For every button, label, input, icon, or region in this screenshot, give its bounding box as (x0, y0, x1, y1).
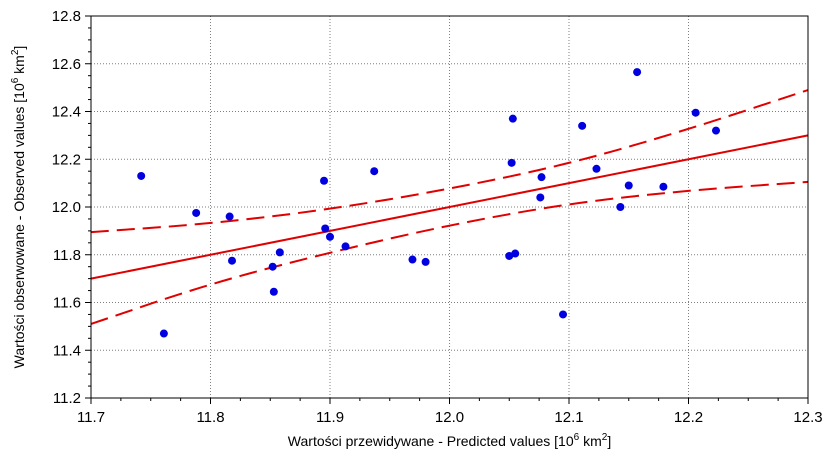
data-point (578, 121, 587, 130)
data-point (341, 242, 350, 251)
x-tick-label: 11.8 (196, 409, 224, 426)
y-tick-label: 12.2 (52, 151, 81, 168)
data-point (228, 256, 237, 265)
regression-line-group (90, 134, 809, 280)
data-point (370, 167, 379, 176)
lower-confidence-band (90, 180, 809, 325)
data-point (508, 114, 517, 123)
data-point (225, 212, 234, 221)
y-tick-label: 12.0 (52, 199, 81, 216)
data-point (137, 171, 146, 180)
x-tick-label: 12.2 (674, 409, 703, 426)
data-point (633, 68, 642, 77)
x-axis-title: Wartości przewidywane - Predicted values… (288, 432, 611, 449)
data-point (711, 126, 720, 135)
data-point (192, 208, 201, 217)
y-tick-label: 11.6 (53, 295, 81, 312)
data-point (659, 182, 668, 191)
data-point (592, 164, 601, 173)
y-tick-label: 12.8 (52, 8, 81, 25)
y-tick-label: 11.8 (53, 247, 81, 264)
data-point (691, 108, 700, 117)
y-tick-label: 11.2 (53, 390, 81, 407)
data-point (559, 310, 568, 319)
y-tick-label: 12.4 (52, 104, 81, 121)
y-tick-label: 11.4 (53, 342, 81, 359)
y-axis-title: Wartości obserwowane - Observed values [… (10, 46, 27, 369)
data-point (159, 329, 168, 338)
regression-line (90, 134, 809, 280)
data-point (511, 249, 520, 258)
data-point (616, 203, 625, 211)
x-tick-label: 12.3 (793, 409, 822, 426)
y-axis-ticks: 11.2 11.4 11.6 11.8 12.0 12.2 12.4 12.6 12.8 (52, 8, 91, 407)
x-tick-label: 11.7 (77, 409, 105, 426)
x-tick-label: 11.9 (316, 409, 344, 426)
upper-confidence-band (90, 89, 809, 234)
data-point (537, 173, 546, 182)
data-point (321, 224, 330, 233)
data-point (624, 181, 633, 190)
data-points (137, 68, 720, 338)
x-axis-ticks: 11.7 11.8 11.9 12.0 12.1 12.2 12.3 (77, 398, 823, 426)
data-point (326, 232, 334, 241)
data-point (536, 193, 545, 202)
y-tick-label: 12.6 (52, 56, 81, 73)
data-point (421, 257, 430, 266)
x-tick-label: 12.1 (554, 409, 583, 426)
data-point (507, 158, 516, 167)
data-point (268, 262, 277, 271)
data-point (275, 248, 284, 257)
data-point (320, 176, 329, 185)
data-point (269, 287, 278, 296)
confidence-bands (90, 89, 809, 325)
data-point (408, 255, 417, 264)
x-tick-label: 12.0 (435, 409, 464, 426)
